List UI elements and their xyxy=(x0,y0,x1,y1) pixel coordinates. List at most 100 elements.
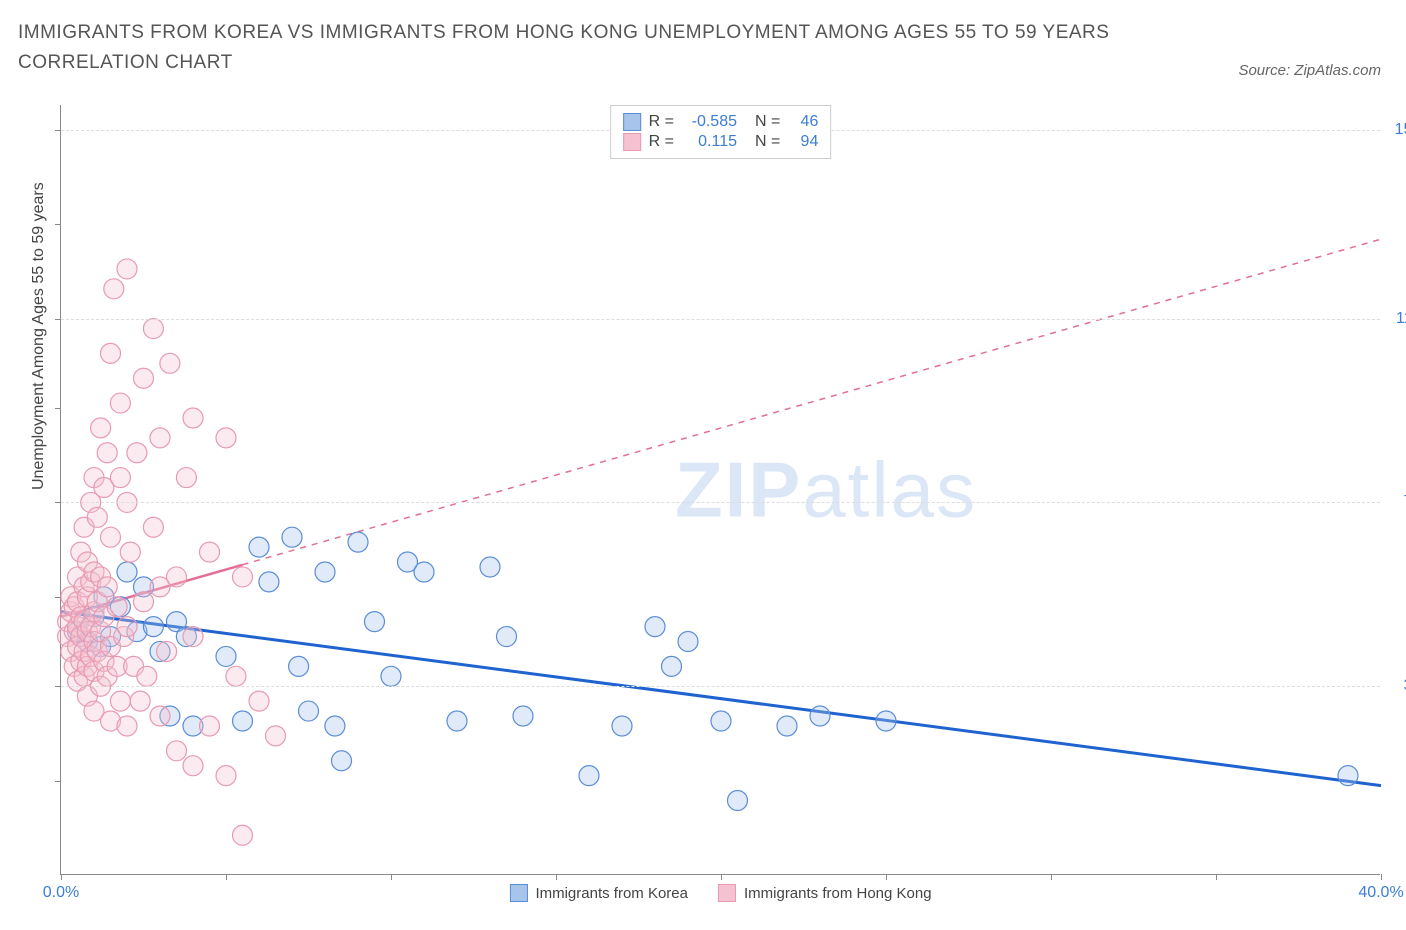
data-point xyxy=(1338,766,1358,786)
data-point xyxy=(130,691,150,711)
y-tick-label: 11.2% xyxy=(1396,310,1406,328)
legend-swatch-korea xyxy=(623,113,641,131)
data-point xyxy=(299,701,319,721)
x-tick-mark xyxy=(1216,874,1217,880)
stat-r-korea: -0.585 xyxy=(682,113,737,131)
stat-label-n: N = xyxy=(755,133,780,151)
stat-label-n: N = xyxy=(755,113,780,131)
stat-label-r: R = xyxy=(649,133,674,151)
gridline xyxy=(61,502,1380,503)
data-point xyxy=(134,592,154,612)
data-point xyxy=(876,711,896,731)
data-point xyxy=(381,666,401,686)
data-point xyxy=(176,468,196,488)
x-tick-mark xyxy=(886,874,887,880)
data-point xyxy=(497,627,517,647)
stat-n-korea: 46 xyxy=(788,113,818,131)
data-point xyxy=(662,656,682,676)
data-point xyxy=(110,393,130,413)
data-point xyxy=(480,557,500,577)
data-point xyxy=(143,617,163,637)
data-point xyxy=(97,577,117,597)
chart-plot-area: ZIPatlas R = -0.585 N = 46 R = 0.115 N =… xyxy=(60,105,1380,875)
y-tick-mark xyxy=(55,130,61,131)
data-point xyxy=(107,597,127,617)
data-point xyxy=(612,716,632,736)
data-point xyxy=(157,641,177,661)
legend-stats-box: R = -0.585 N = 46 R = 0.115 N = 94 xyxy=(610,105,832,159)
gridline xyxy=(61,686,1380,687)
data-point xyxy=(216,428,236,448)
data-point xyxy=(167,567,187,587)
legend-label-hongkong: Immigrants from Hong Kong xyxy=(744,885,932,902)
data-point xyxy=(259,572,279,592)
data-point xyxy=(777,716,797,736)
x-tick-mark xyxy=(391,874,392,880)
legend-bottom: Immigrants from Korea Immigrants from Ho… xyxy=(509,884,931,902)
data-point xyxy=(414,562,434,582)
data-point xyxy=(117,617,137,637)
data-point xyxy=(226,666,246,686)
x-tick-mark xyxy=(226,874,227,880)
data-point xyxy=(87,507,107,527)
data-point xyxy=(137,666,157,686)
data-point xyxy=(104,279,124,299)
y-tick-mark xyxy=(55,408,61,409)
legend-swatch-hongkong xyxy=(718,884,736,902)
source-attribution: Source: ZipAtlas.com xyxy=(1238,62,1381,79)
legend-swatch-korea xyxy=(509,884,527,902)
data-point xyxy=(101,343,121,363)
data-point xyxy=(513,706,533,726)
data-point xyxy=(249,691,269,711)
legend-bottom-korea: Immigrants from Korea xyxy=(509,884,688,902)
data-point xyxy=(365,612,385,632)
y-tick-mark xyxy=(55,319,61,320)
scatter-plot-svg xyxy=(61,105,1380,874)
data-point xyxy=(127,443,147,463)
data-point xyxy=(325,716,345,736)
stat-label-r: R = xyxy=(649,113,674,131)
x-tick-mark xyxy=(721,874,722,880)
data-point xyxy=(645,617,665,637)
data-point xyxy=(200,716,220,736)
y-axis-label: Unemployment Among Ages 55 to 59 years xyxy=(30,182,48,490)
data-point xyxy=(249,537,269,557)
data-point xyxy=(200,542,220,562)
y-tick-mark xyxy=(55,502,61,503)
data-point xyxy=(289,656,309,676)
data-point xyxy=(143,319,163,339)
gridline xyxy=(61,319,1380,320)
x-tick-label: 0.0% xyxy=(43,884,79,902)
data-point xyxy=(167,741,187,761)
data-point xyxy=(110,691,130,711)
chart-title: IMMIGRANTS FROM KOREA VS IMMIGRANTS FROM… xyxy=(18,18,1138,79)
x-tick-mark xyxy=(556,874,557,880)
data-point xyxy=(160,353,180,373)
y-tick-mark xyxy=(55,781,61,782)
x-tick-mark xyxy=(1381,874,1382,880)
x-tick-mark xyxy=(61,874,62,880)
data-point xyxy=(579,766,599,786)
data-point xyxy=(117,716,137,736)
data-point xyxy=(134,368,154,388)
y-tick-mark xyxy=(55,224,61,225)
data-point xyxy=(233,567,253,587)
data-point xyxy=(315,562,335,582)
data-point xyxy=(233,711,253,731)
data-point xyxy=(117,259,137,279)
data-point xyxy=(150,706,170,726)
legend-stats-row-hongkong: R = 0.115 N = 94 xyxy=(623,133,819,151)
data-point xyxy=(810,706,830,726)
data-point xyxy=(678,632,698,652)
data-point xyxy=(117,562,137,582)
y-tick-mark xyxy=(55,686,61,687)
data-point xyxy=(143,517,163,537)
data-point xyxy=(101,527,121,547)
data-point xyxy=(728,790,748,810)
data-point xyxy=(348,532,368,552)
data-point xyxy=(282,527,302,547)
y-tick-label: 15.0% xyxy=(1395,121,1406,139)
data-point xyxy=(233,825,253,845)
y-tick-mark xyxy=(55,597,61,598)
data-point xyxy=(183,408,203,428)
